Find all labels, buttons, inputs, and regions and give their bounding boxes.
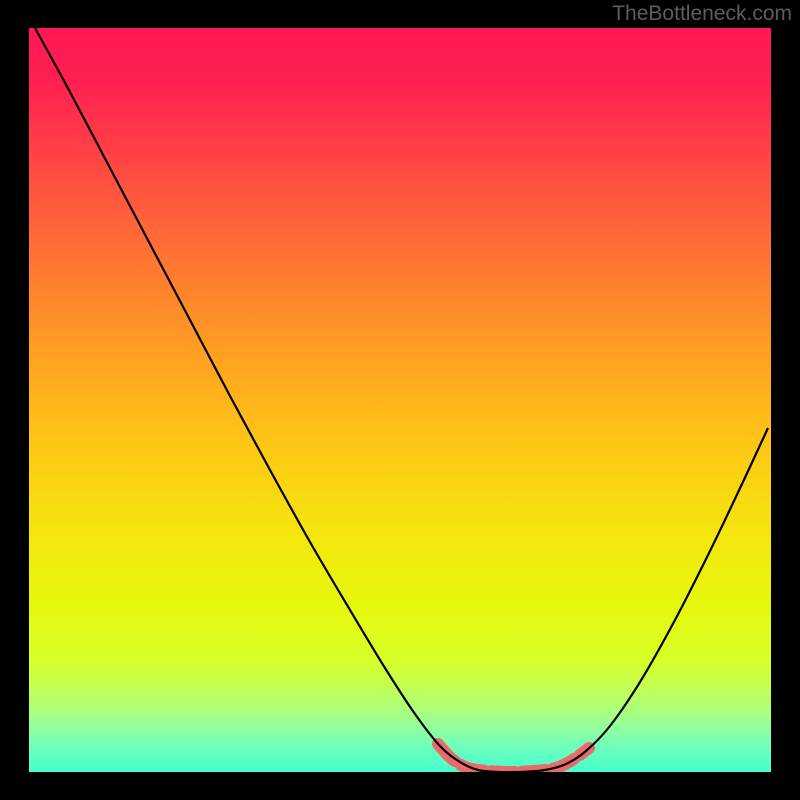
chart-root: TheBottleneck.com <box>0 0 800 800</box>
chart-background <box>29 28 771 772</box>
chart-svg <box>0 0 800 800</box>
